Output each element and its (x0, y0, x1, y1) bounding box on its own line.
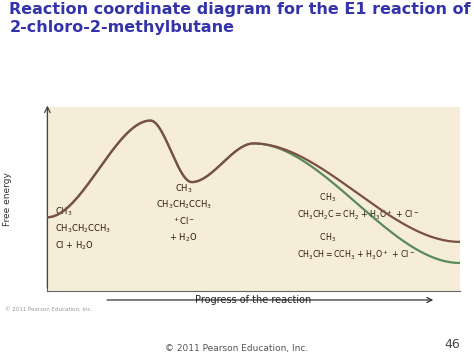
Text: CH$_3$
CH$_3$CH$=$CCH$_3$ + H$_3$O$^+$ + Cl$^-$: CH$_3$ CH$_3$CH$=$CCH$_3$ + H$_3$O$^+$ +… (297, 232, 415, 262)
Text: 46: 46 (444, 338, 460, 351)
Text: CH$_3$
CH$_3$CH$_2$CCH$_3$
Cl + H$_2$O: CH$_3$ CH$_3$CH$_2$CCH$_3$ Cl + H$_2$O (55, 206, 110, 252)
Text: Progress of the reaction: Progress of the reaction (195, 295, 312, 305)
Text: © 2011 Pearson Education, Inc.: © 2011 Pearson Education, Inc. (165, 344, 309, 353)
Text: CH$_3$
CH$_3$CH$_2$CCH$_3$
$^+$Cl$^-$
+ H$_2$O: CH$_3$ CH$_3$CH$_2$CCH$_3$ $^+$Cl$^-$ + … (155, 182, 211, 244)
Text: Free energy: Free energy (3, 172, 11, 226)
Text: © 2011 Pearson Education, Inc.: © 2011 Pearson Education, Inc. (5, 307, 92, 312)
Text: 2-chloro-2-methylbutane: 2-chloro-2-methylbutane (9, 20, 235, 34)
Text: Reaction coordinate diagram for the E1 reaction of: Reaction coordinate diagram for the E1 r… (9, 2, 471, 17)
Text: CH$_3$
CH$_3$CH$_2$C$=$CH$_2$ + H$_3$O$^+$ + Cl$^-$: CH$_3$ CH$_3$CH$_2$C$=$CH$_2$ + H$_3$O$^… (297, 191, 419, 222)
